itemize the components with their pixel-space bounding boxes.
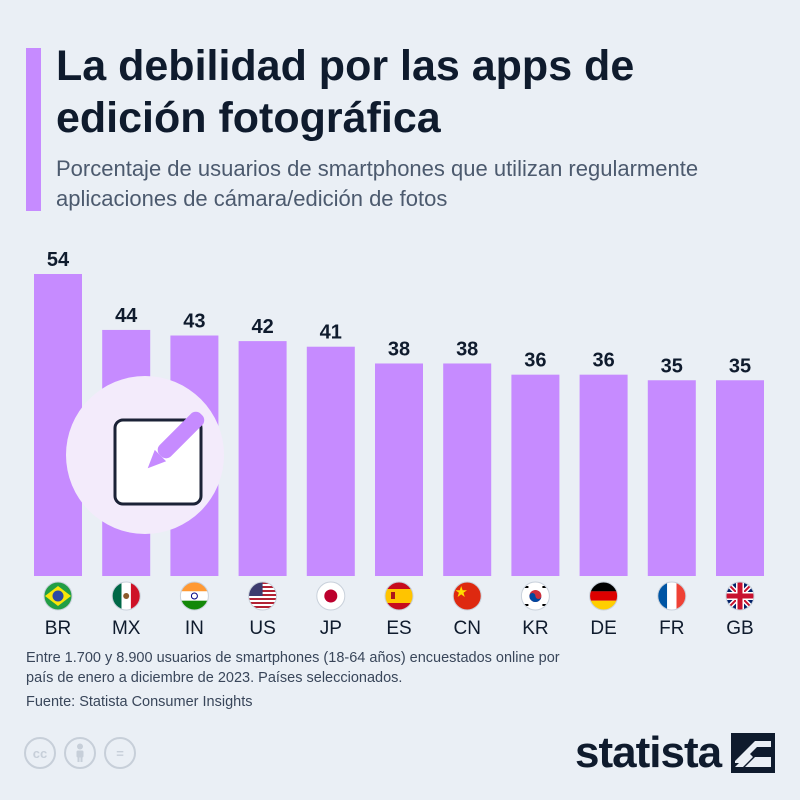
chart-title: La debilidad por las apps de edición fot… [56,42,635,142]
footnote: Entre 1.700 y 8.900 usuarios de smartpho… [26,650,560,686]
south-korea-flag-icon [520,581,550,611]
chart-subtitle: Porcentaje de usuarios de smartphones qu… [56,156,699,211]
category-label-kr: KR [522,618,548,639]
bar-gb [716,380,764,576]
spain-flag-icon [384,581,414,611]
bar-cn [443,363,492,576]
data-label-jp: 41 [320,322,342,344]
category-label-de: DE [590,618,616,639]
data-label-kr: 36 [524,350,546,372]
data-label-us: 42 [251,316,273,338]
category-label-mx: MX [112,618,141,639]
license-icons: cc = [24,737,136,769]
data-label-cn: 38 [456,338,478,360]
category-label-us: US [249,618,275,639]
bar-kr [511,374,560,576]
category-label-fr: FR [659,618,684,639]
data-label-fr: 35 [661,355,683,377]
category-label-in: IN [185,618,204,639]
category-label-cn: CN [453,618,480,639]
bar-fr [647,380,696,576]
data-label-es: 38 [388,338,410,360]
attribution-icon[interactable] [64,737,96,769]
data-label-gb: 35 [729,355,751,377]
india-flag-icon [179,581,209,611]
france-flag-icon [657,581,687,611]
data-label-br: 54 [47,249,70,271]
uk-flag-icon [725,581,755,611]
title-accent-bar [26,48,41,211]
source-note: Fuente: Statista Consumer Insights [26,694,253,710]
cc-license-icon[interactable]: cc [24,737,56,769]
data-label-mx: 44 [115,305,138,327]
mexico-flag-icon [111,581,141,611]
statista-logo-icon [731,733,776,773]
bar-us [238,341,287,576]
data-label-de: 36 [592,350,614,372]
germany-flag-icon [589,581,619,611]
category-label-gb: GB [726,618,753,639]
usa-flag-icon [248,581,278,611]
edit-pencil-icon [66,376,224,534]
japan-flag-icon [316,581,346,611]
bar-chart: 54 44 43 42 41 38 38 36 36 35 35 BR MX IN US JP ES CN KR D… [34,249,764,639]
bar-es [375,363,423,576]
brazil-flag-icon [43,581,73,611]
bar-jp [306,346,355,576]
china-flag-icon [452,581,482,611]
statista-logo[interactable]: statista [575,728,776,778]
category-label-jp: JP [320,618,342,639]
bar-de [579,374,628,576]
brand-name: statista [575,728,722,777]
data-label-in: 43 [183,311,205,333]
category-label-br: BR [45,618,71,639]
category-label-es: ES [386,618,411,639]
no-derivatives-icon[interactable]: = [104,737,136,769]
